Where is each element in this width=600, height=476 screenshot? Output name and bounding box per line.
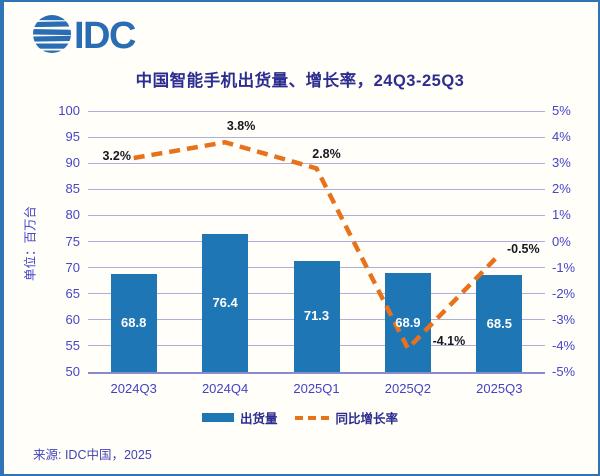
y-axis-tick-left: 65 bbox=[65, 285, 80, 301]
y-axis-tick-left: 75 bbox=[65, 233, 80, 249]
y-axis-unit-label: 单位：百万台 bbox=[23, 206, 38, 282]
growth-point-label: 2.8% bbox=[312, 147, 341, 162]
bar-2025Q1 bbox=[293, 260, 340, 372]
x-axis-category-label: 2025Q1 bbox=[293, 381, 340, 396]
x-axis-category-label: 2025Q2 bbox=[384, 381, 432, 396]
gridline bbox=[88, 188, 545, 190]
x-axis-category-label: 2025Q3 bbox=[476, 381, 523, 396]
gridline bbox=[88, 371, 545, 374]
y-axis-tick-right: -5% bbox=[552, 364, 576, 379]
bar-2025Q3 bbox=[476, 275, 523, 372]
legend: 出货量 同比增长率 bbox=[0, 408, 600, 427]
bar-value-label: 68.5 bbox=[486, 315, 512, 331]
legend-shipments-label: 出货量 bbox=[239, 412, 278, 426]
idc-logo: IDC bbox=[30, 10, 140, 63]
y-axis-tick-left: 90 bbox=[65, 155, 80, 171]
idc-logo-text: IDC bbox=[74, 15, 136, 57]
idc-logo-graphic: IDC bbox=[33, 15, 138, 57]
y-axis-tick-left: 55 bbox=[65, 337, 80, 353]
gridline bbox=[88, 241, 545, 242]
gridline bbox=[88, 136, 545, 138]
legend-growth-label: 同比增长率 bbox=[335, 412, 399, 426]
y-axis-tick-left: 60 bbox=[65, 311, 80, 327]
y-axis-tick-left: 100 bbox=[58, 103, 80, 118]
y-axis-tick-right: -3% bbox=[552, 311, 576, 327]
bar-value-label: 76.4 bbox=[212, 295, 238, 311]
y-axis-tick-right: -1% bbox=[552, 259, 576, 275]
legend-item-shipments: 出货量 bbox=[201, 408, 278, 427]
bar-2025Q2 bbox=[384, 273, 431, 372]
bar-value-label: 71.3 bbox=[303, 308, 330, 324]
growth-point-label: -4.1% bbox=[432, 333, 466, 348]
gridline bbox=[88, 110, 545, 112]
source-note: 来源: IDC中国，2025 bbox=[33, 448, 152, 462]
y-axis-tick-left: 50 bbox=[65, 364, 80, 379]
y-axis-tick-right: 0% bbox=[552, 233, 571, 249]
legend-item-growth: 同比增长率 bbox=[294, 408, 399, 427]
y-axis-tick-right: 5% bbox=[552, 103, 571, 118]
chart-title: 中国智能手机出货量、增长率，24Q3-25Q3 bbox=[135, 72, 465, 90]
gridline bbox=[88, 162, 545, 164]
y-axis-tick-right: 2% bbox=[552, 181, 571, 197]
y-axis-tick-left: 70 bbox=[65, 259, 80, 275]
y-axis-tick-right: 4% bbox=[552, 129, 571, 145]
y-axis-tick-left: 95 bbox=[65, 129, 80, 145]
y-axis-tick-right: 1% bbox=[552, 207, 571, 223]
growth-point-label: -0.5% bbox=[506, 241, 540, 256]
shipments-swatch-icon bbox=[201, 413, 234, 422]
globe-icon bbox=[33, 15, 71, 53]
x-axis-category-label: 2024Q4 bbox=[201, 381, 249, 396]
growth-point-label: 3.2% bbox=[102, 148, 131, 163]
y-axis-tick-right: 3% bbox=[552, 155, 571, 171]
bar-value-label: 68.9 bbox=[395, 314, 421, 330]
growth-point-label: 3.8% bbox=[226, 119, 256, 134]
bar-2024Q3 bbox=[110, 273, 157, 372]
y-axis-tick-right: -2% bbox=[552, 285, 576, 301]
bar-2024Q4 bbox=[202, 234, 249, 372]
gridline bbox=[88, 214, 545, 216]
y-axis-tick-right: -4% bbox=[552, 337, 576, 353]
growth-line bbox=[133, 139, 501, 353]
growth-dash-swatch-icon bbox=[294, 415, 329, 420]
y-axis-tick-left: 85 bbox=[65, 181, 80, 197]
x-axis-category-label: 2024Q3 bbox=[110, 381, 157, 396]
y-axis-tick-left: 80 bbox=[65, 207, 80, 223]
bar-value-label: 68.8 bbox=[121, 314, 147, 330]
